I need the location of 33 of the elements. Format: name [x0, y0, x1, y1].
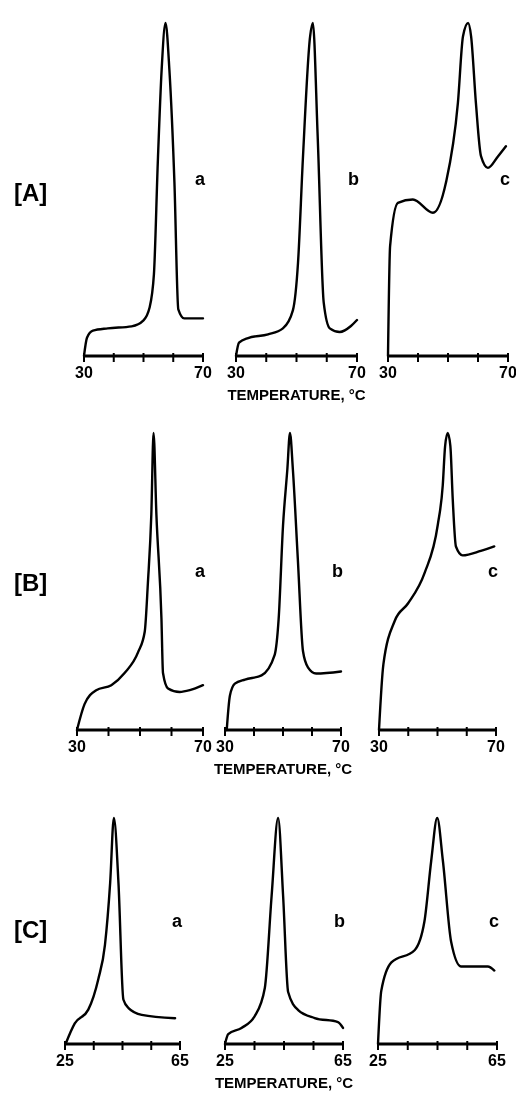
text: a: [171, 911, 183, 931]
x-tick-label: 30: [75, 364, 93, 381]
text: [C]: [14, 915, 48, 943]
x-tick-label: 70: [499, 364, 516, 381]
text: [A]: [14, 178, 48, 206]
x-tick-label: 25: [216, 1052, 234, 1069]
text: [B]: [14, 568, 48, 596]
x-tick-label: 65: [488, 1052, 506, 1069]
x-tick-label: 30: [216, 738, 234, 755]
x-tick-label: 70: [348, 364, 366, 381]
x-tick-label: 70: [194, 738, 212, 755]
x-tick-label: 65: [171, 1052, 189, 1069]
x-tick-label: 65: [334, 1052, 352, 1069]
x-tick-label: 70: [332, 738, 350, 755]
text: b: [348, 168, 359, 189]
text: a: [194, 560, 206, 581]
text: b: [332, 560, 343, 581]
x-tick-label: 25: [56, 1052, 74, 1069]
x-axis-title: TEMPERATURE, °C: [213, 760, 353, 777]
text: c: [499, 168, 510, 189]
x-tick-label: 30: [68, 738, 86, 755]
x-axis-title: TEMPERATURE, °C: [227, 386, 366, 403]
text: b: [334, 911, 345, 931]
x-tick-label: 30: [227, 364, 245, 381]
x-axis-title: TEMPERATURE, °C: [214, 1074, 354, 1091]
text: c: [488, 911, 499, 931]
x-tick-label: 70: [194, 364, 212, 381]
x-tick-label: 30: [379, 364, 397, 381]
text: a: [194, 168, 206, 189]
x-tick-label: 25: [369, 1052, 387, 1069]
text: c: [487, 560, 498, 581]
x-tick-label: 30: [370, 738, 388, 755]
x-tick-label: 70: [487, 738, 505, 755]
